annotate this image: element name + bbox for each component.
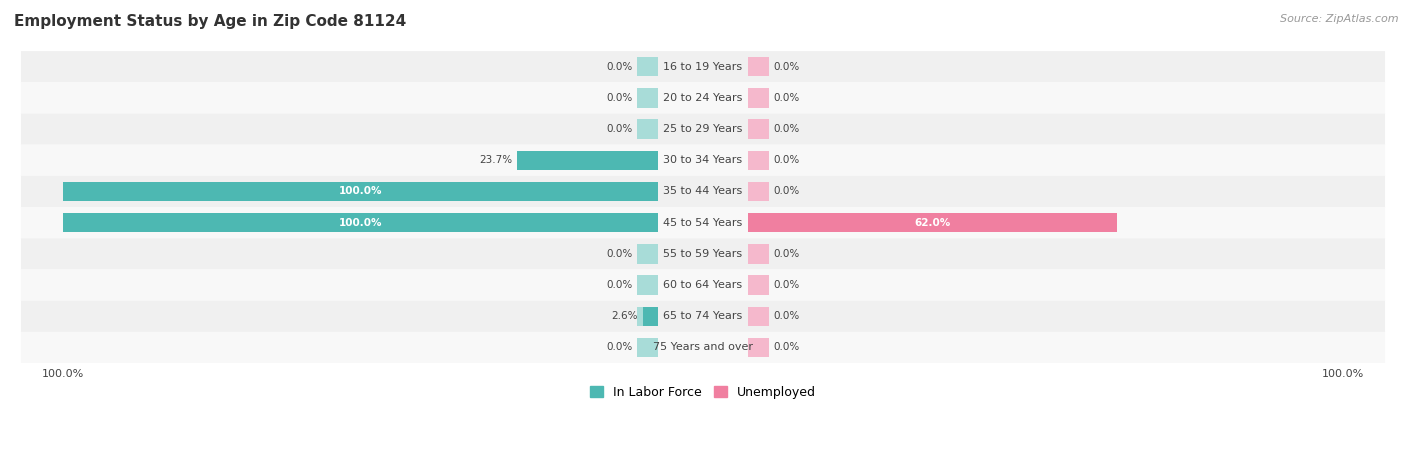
Text: 0.0%: 0.0% [773,311,800,321]
Text: 20 to 24 Years: 20 to 24 Years [664,93,742,103]
FancyBboxPatch shape [21,270,1385,301]
Text: 0.0%: 0.0% [606,62,633,72]
Bar [637,182,658,201]
Bar [637,244,658,263]
Text: 0.0%: 0.0% [606,93,633,103]
Legend: In Labor Force, Unemployed: In Labor Force, Unemployed [585,381,821,404]
Text: 0.0%: 0.0% [773,187,800,197]
Bar [637,307,658,326]
Text: 0.0%: 0.0% [773,93,800,103]
Bar [748,151,769,170]
Text: 35 to 44 Years: 35 to 44 Years [664,187,742,197]
FancyBboxPatch shape [21,207,1385,238]
Text: 75 Years and over: 75 Years and over [652,342,754,353]
Text: 30 to 34 Years: 30 to 34 Years [664,155,742,165]
Bar [748,120,769,139]
Bar [637,276,658,295]
Bar [748,244,769,263]
Bar [748,213,1116,232]
Text: 0.0%: 0.0% [773,249,800,259]
Text: 0.0%: 0.0% [606,342,633,353]
Bar [637,88,658,107]
Text: 65 to 74 Years: 65 to 74 Years [664,311,742,321]
Bar [748,276,769,295]
Bar [748,182,769,201]
Bar [748,213,769,232]
Bar [748,88,769,107]
Text: 100.0%: 100.0% [339,218,382,228]
Bar [63,182,658,201]
Text: 62.0%: 62.0% [914,218,950,228]
Text: 0.0%: 0.0% [773,124,800,134]
Text: 55 to 59 Years: 55 to 59 Years [664,249,742,259]
Text: 25 to 29 Years: 25 to 29 Years [664,124,742,134]
Text: 0.0%: 0.0% [606,124,633,134]
FancyBboxPatch shape [21,82,1385,114]
Text: 60 to 64 Years: 60 to 64 Years [664,280,742,290]
Text: 2.6%: 2.6% [612,311,638,321]
Text: 0.0%: 0.0% [773,342,800,353]
FancyBboxPatch shape [21,51,1385,82]
Bar [748,338,769,357]
Text: 23.7%: 23.7% [479,155,512,165]
Text: 100.0%: 100.0% [339,187,382,197]
Bar [637,120,658,139]
Bar [63,213,658,232]
Bar [637,338,658,357]
Text: 0.0%: 0.0% [773,155,800,165]
FancyBboxPatch shape [21,301,1385,332]
FancyBboxPatch shape [21,176,1385,207]
Bar [748,57,769,76]
Bar [637,57,658,76]
Bar [643,307,658,326]
Bar [637,151,658,170]
Text: Employment Status by Age in Zip Code 81124: Employment Status by Age in Zip Code 811… [14,14,406,28]
Text: 16 to 19 Years: 16 to 19 Years [664,62,742,72]
FancyBboxPatch shape [21,145,1385,176]
FancyBboxPatch shape [21,332,1385,363]
Bar [748,307,769,326]
Bar [517,151,658,170]
FancyBboxPatch shape [21,114,1385,145]
Text: Source: ZipAtlas.com: Source: ZipAtlas.com [1281,14,1399,23]
Text: 0.0%: 0.0% [773,62,800,72]
Text: 45 to 54 Years: 45 to 54 Years [664,218,742,228]
Bar [637,213,658,232]
FancyBboxPatch shape [21,238,1385,270]
Text: 0.0%: 0.0% [606,249,633,259]
Text: 0.0%: 0.0% [606,280,633,290]
Text: 0.0%: 0.0% [773,280,800,290]
